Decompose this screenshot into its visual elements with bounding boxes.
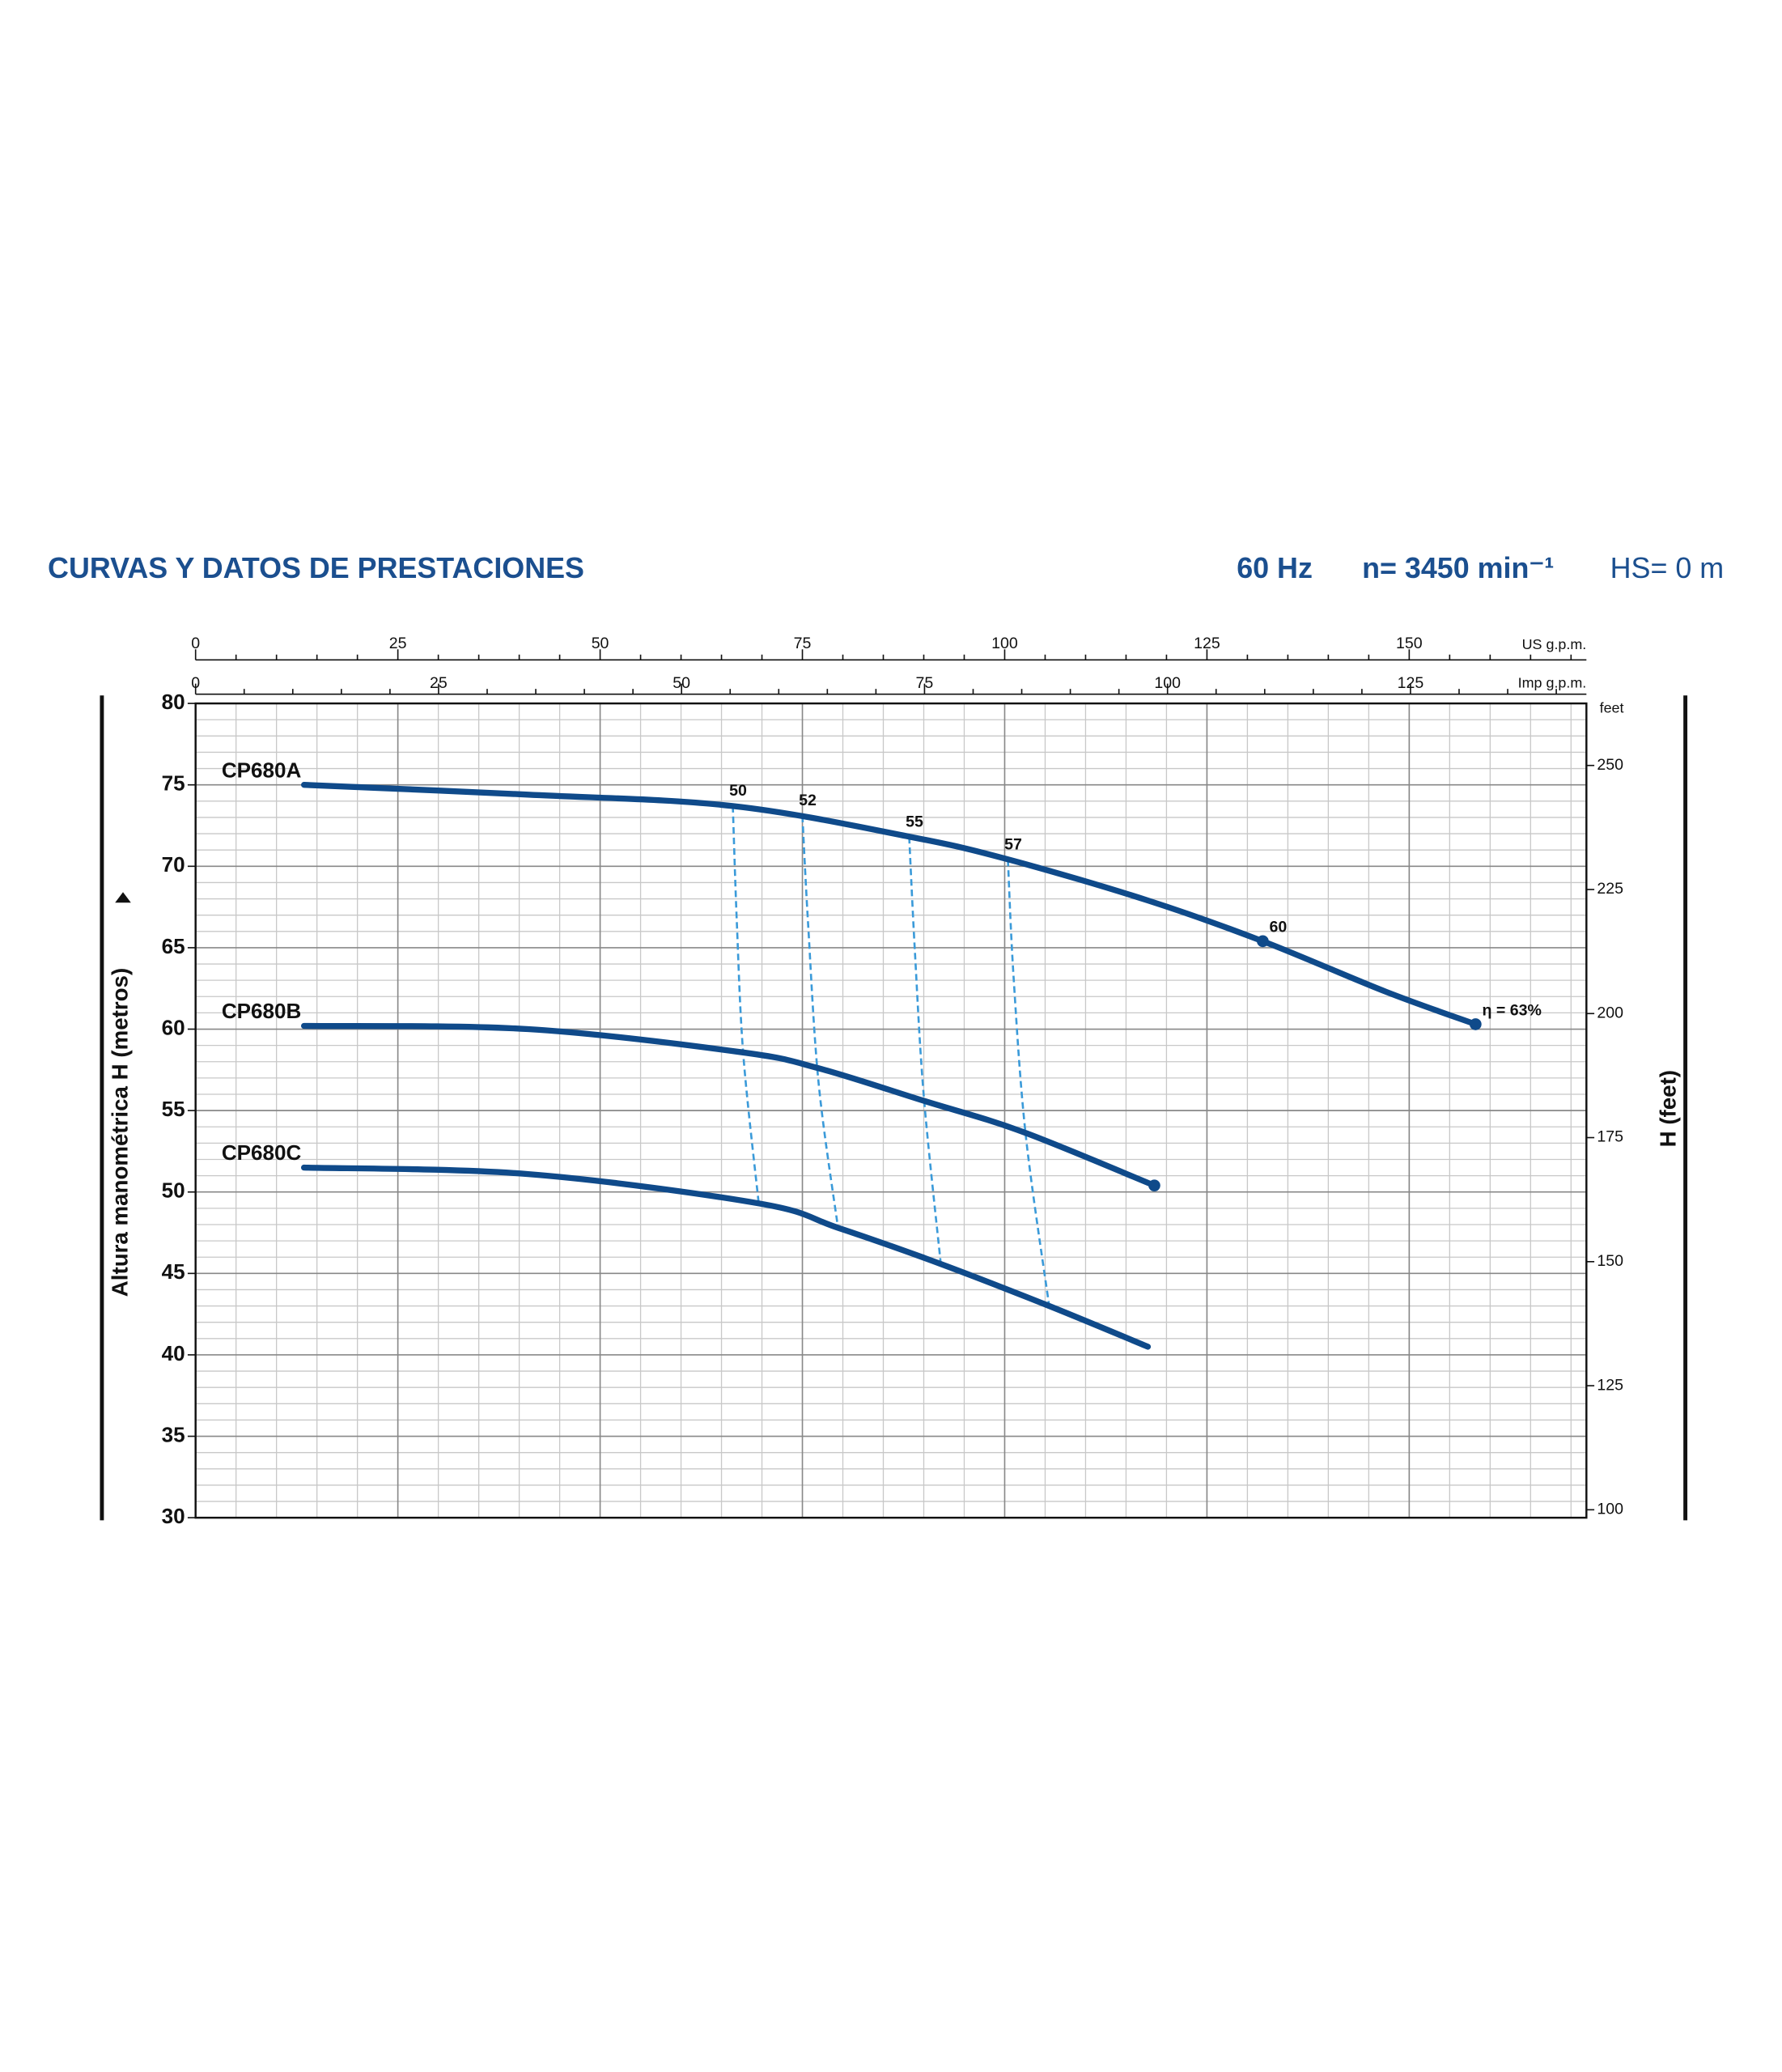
x-tick-label: 75 [794, 635, 812, 652]
y-tick-label: 45 [162, 1259, 185, 1284]
efficiency-line [1007, 860, 1050, 1306]
y2-tick-label: 200 [1597, 1004, 1623, 1021]
x-tick-label: 25 [389, 635, 407, 652]
efficiency-line [908, 837, 942, 1264]
y-tick-label: 40 [162, 1341, 185, 1365]
efficiency-point-label: 60 [1270, 919, 1288, 936]
speed: n= 3450 min⁻¹ [1362, 552, 1554, 584]
y-tick-label: 65 [162, 934, 185, 958]
efficiency-label: 52 [799, 792, 817, 809]
frequency: 60 Hz [1237, 552, 1313, 584]
x2-tick-label: 0 [191, 674, 200, 692]
x2-tick-label: 50 [672, 674, 690, 692]
y2-tick-label: 175 [1597, 1128, 1623, 1146]
chart-title: CURVAS Y DATOS DE PRESTACIONES [48, 552, 584, 584]
efficiency-point-label: η = 63% [1482, 1001, 1541, 1019]
y-tick-label: 75 [162, 771, 185, 796]
pump-curve [300, 1022, 1158, 1189]
y-tick-label: 70 [162, 852, 185, 877]
y2-tick-label: 150 [1597, 1252, 1623, 1270]
plot-frame [194, 702, 1588, 1519]
arrow [115, 892, 131, 903]
series-label: CP680C [222, 1140, 302, 1165]
x-tick-label: 150 [1396, 635, 1423, 652]
efficiency-label: 55 [906, 813, 923, 830]
pump-curve [300, 1164, 1152, 1350]
x2-tick-label: 25 [430, 674, 448, 692]
pump-curve [300, 782, 1479, 1028]
y-tick-label: 50 [162, 1178, 185, 1203]
series-label: CP680B [222, 999, 302, 1023]
y-tick-label: 55 [162, 1097, 185, 1121]
x2-tick-label: 100 [1154, 674, 1181, 692]
y2-unit: feet [1600, 699, 1624, 715]
y-tick-label: 60 [162, 1015, 185, 1039]
y-axis-title: Altura manométrica H (metros) [108, 968, 133, 1297]
efficiency-point [1470, 1018, 1482, 1030]
y2-axis-title: H (feet) [1655, 1070, 1680, 1147]
x2-unit: Imp g.p.m. [1518, 674, 1587, 690]
y2-tick-label: 125 [1597, 1376, 1623, 1394]
x2-tick-label: 125 [1398, 674, 1424, 692]
y-tick-label: 35 [162, 1422, 185, 1446]
x-unit: US g.p.m. [1522, 636, 1587, 652]
efficiency-label: 50 [729, 782, 747, 800]
y-tick-label: 80 [162, 690, 185, 714]
x-tick-label: 100 [991, 635, 1018, 652]
y2-tick-label: 100 [1597, 1501, 1623, 1518]
efficiency-point [1257, 935, 1269, 948]
efficiency-line [801, 815, 839, 1229]
series-label: CP680A [222, 758, 302, 782]
x2-tick-label: 75 [916, 674, 934, 692]
x-tick-label: 125 [1194, 635, 1220, 652]
efficiency-label: 57 [1004, 835, 1022, 853]
x-tick-label: 0 [191, 635, 200, 652]
x-tick-label: 50 [592, 635, 609, 652]
suction: HS= 0 m [1610, 552, 1724, 584]
end-marker [1148, 1179, 1160, 1192]
y-tick-label: 30 [162, 1504, 185, 1528]
y2-tick-label: 225 [1597, 880, 1623, 898]
y2-tick-label: 250 [1597, 756, 1623, 774]
